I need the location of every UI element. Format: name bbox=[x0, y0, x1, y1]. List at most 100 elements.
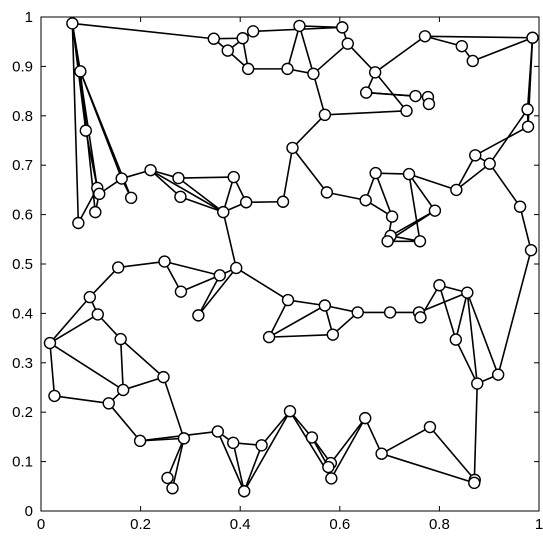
graph-node bbox=[471, 377, 484, 390]
graph-node bbox=[281, 293, 295, 307]
graph-edge bbox=[89, 266, 119, 298]
graph-edge bbox=[455, 292, 469, 340]
graph-node bbox=[286, 141, 299, 155]
graph-edge bbox=[424, 35, 463, 47]
graph-node bbox=[281, 62, 294, 76]
graph-edge bbox=[374, 35, 426, 73]
graph-node bbox=[262, 330, 276, 344]
graph-node bbox=[227, 436, 240, 450]
graph-edge bbox=[326, 191, 366, 202]
graph-edge bbox=[489, 163, 521, 208]
graph-edge bbox=[260, 410, 291, 446]
graph-node bbox=[246, 25, 260, 38]
graph-node bbox=[341, 37, 354, 50]
graph-edge bbox=[298, 25, 315, 75]
graph-node bbox=[236, 32, 249, 45]
graph-edge bbox=[381, 452, 475, 484]
graph-node bbox=[172, 171, 185, 185]
graph-edge bbox=[122, 376, 164, 391]
graph-node bbox=[491, 368, 505, 381]
graph-edge bbox=[424, 35, 533, 39]
graph-node bbox=[413, 235, 427, 248]
graph-node bbox=[89, 205, 102, 219]
graph-edge bbox=[287, 299, 325, 307]
graph-edge bbox=[150, 169, 181, 198]
graph-node bbox=[433, 279, 446, 292]
graph-node bbox=[318, 299, 332, 312]
graph-edge bbox=[178, 176, 234, 179]
plot-frame bbox=[40, 16, 540, 512]
x-tick-label: 0 bbox=[37, 516, 45, 533]
x-axis-ticks: 0 0.2 0.4 0.6 0.8 1 bbox=[37, 17, 543, 533]
x-tick-label: 0.6 bbox=[329, 516, 350, 533]
graph-edge bbox=[347, 43, 376, 73]
graph-edge bbox=[180, 274, 221, 293]
graph-node bbox=[115, 172, 128, 185]
graph-node bbox=[336, 21, 349, 34]
y-tick-label: 0.6 bbox=[12, 207, 33, 224]
graph-edge bbox=[473, 383, 479, 483]
graph-edge bbox=[150, 169, 224, 213]
graph-node bbox=[369, 166, 382, 180]
graph-edge bbox=[268, 299, 289, 338]
graph-node bbox=[351, 306, 364, 319]
graph-edge bbox=[408, 173, 436, 212]
graph-edge bbox=[418, 291, 468, 314]
graph-edge bbox=[408, 173, 421, 242]
graph-node bbox=[461, 286, 474, 299]
graph-node bbox=[207, 32, 221, 45]
graph-node bbox=[450, 183, 463, 197]
y-tick-label: 0.8 bbox=[12, 108, 33, 125]
graph-node bbox=[213, 269, 226, 282]
graph-node bbox=[418, 30, 432, 43]
graph-node bbox=[74, 65, 87, 78]
graph-edge bbox=[497, 249, 532, 375]
graph-node bbox=[305, 431, 319, 444]
graph-edge bbox=[312, 43, 349, 75]
y-tick-label: 0.2 bbox=[12, 404, 33, 421]
graph-edge bbox=[232, 442, 245, 492]
graph-node bbox=[449, 333, 463, 346]
graph-edge bbox=[222, 211, 237, 269]
graph-edge bbox=[197, 267, 237, 316]
x-tick-label: 1 bbox=[535, 516, 543, 533]
graph-edge bbox=[299, 25, 343, 29]
graph-node bbox=[402, 167, 416, 181]
graph-edges bbox=[49, 22, 534, 492]
graph-edge bbox=[177, 177, 224, 213]
graph-node bbox=[133, 434, 147, 448]
graph-edge bbox=[54, 395, 109, 405]
graph-edge bbox=[282, 147, 294, 202]
graph-node bbox=[428, 204, 442, 217]
graph-node bbox=[521, 120, 535, 133]
graph-edge bbox=[268, 304, 326, 338]
graph-edge bbox=[330, 417, 366, 479]
y-tick-label: 0.4 bbox=[12, 305, 33, 322]
graph-edge bbox=[312, 73, 326, 116]
graph-edge bbox=[49, 342, 124, 391]
graph-edge bbox=[180, 196, 224, 213]
graph-node bbox=[513, 200, 527, 213]
graph-node bbox=[359, 86, 373, 99]
graph-node bbox=[276, 195, 290, 208]
graph-edge bbox=[269, 333, 333, 338]
graph-node bbox=[322, 460, 335, 474]
graph-node bbox=[177, 432, 191, 445]
graph-node bbox=[359, 194, 372, 207]
graph-node bbox=[230, 261, 243, 275]
graph-node bbox=[385, 210, 399, 223]
graph-node bbox=[161, 471, 174, 485]
graph-edge bbox=[162, 376, 185, 439]
graph-edge bbox=[324, 110, 407, 116]
x-tick-label: 0.8 bbox=[429, 516, 450, 533]
graph-node bbox=[144, 163, 157, 177]
graph-edge bbox=[49, 342, 56, 396]
y-tick-label: 0.5 bbox=[12, 256, 33, 273]
graph-edge bbox=[166, 438, 185, 479]
graph-edge bbox=[286, 25, 301, 70]
graph-node bbox=[91, 308, 104, 321]
y-tick-label: 0.7 bbox=[12, 157, 33, 174]
graph-node bbox=[239, 196, 253, 209]
graph-node bbox=[102, 397, 115, 410]
graph-edge bbox=[119, 339, 124, 391]
